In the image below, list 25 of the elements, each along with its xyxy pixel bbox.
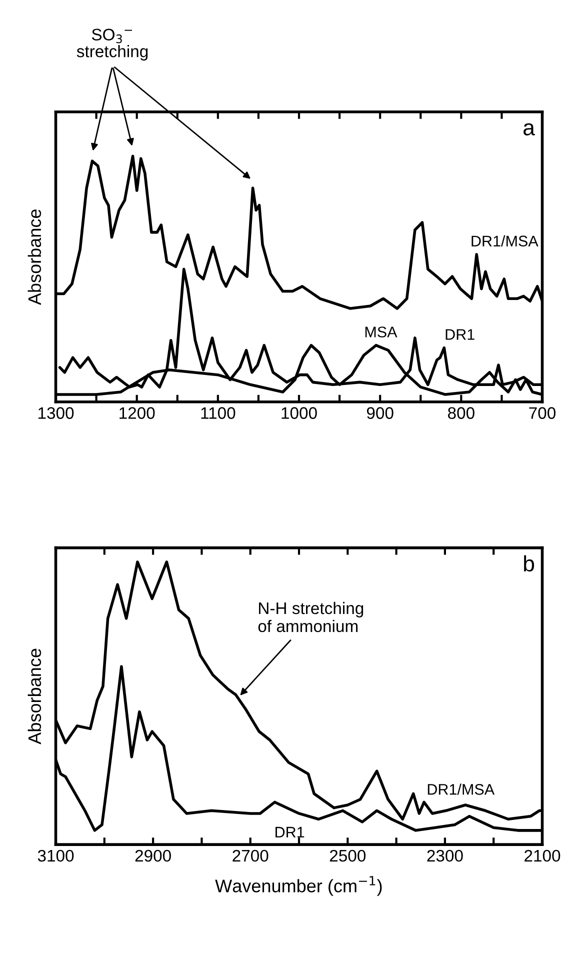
x-tick-label: 1000 bbox=[282, 407, 317, 419]
series-label: DR1 bbox=[276, 826, 304, 838]
y-axis-title: Absorbance bbox=[28, 209, 42, 306]
x-tick-label: 1200 bbox=[120, 407, 155, 419]
text: a bbox=[524, 123, 535, 136]
x-tick-label: 700 bbox=[529, 407, 556, 419]
x-tick-label: 900 bbox=[366, 407, 394, 419]
series-label: DR1 bbox=[446, 329, 474, 340]
x-axis-title: Wavenumber (cm$^{−1}$) bbox=[215, 876, 382, 896]
series-label: MSA bbox=[365, 326, 398, 338]
x-tick-label: 800 bbox=[448, 407, 474, 419]
x-tick-label: 3100 bbox=[38, 850, 74, 862]
x-tick-label: 1100 bbox=[201, 407, 236, 419]
y-axis-title: Absorbance bbox=[28, 648, 42, 744]
x-tick-label: 2500 bbox=[330, 850, 366, 862]
series-label: DR1/MSA bbox=[472, 235, 538, 246]
x-tick-label: 2900 bbox=[135, 850, 171, 862]
x-tick-label: 2700 bbox=[232, 850, 268, 862]
x-tick-label: 2100 bbox=[524, 850, 560, 862]
x-tick-label: 2300 bbox=[427, 850, 463, 862]
series-label: DR1/MSA bbox=[428, 784, 495, 795]
annotation: N-H stretching of ammonium bbox=[258, 602, 364, 632]
annotation: b bbox=[524, 555, 534, 572]
x-tick-label: 1300 bbox=[38, 407, 74, 419]
text: SO$_{3}$$^{−}$ stretching bbox=[76, 28, 148, 61]
